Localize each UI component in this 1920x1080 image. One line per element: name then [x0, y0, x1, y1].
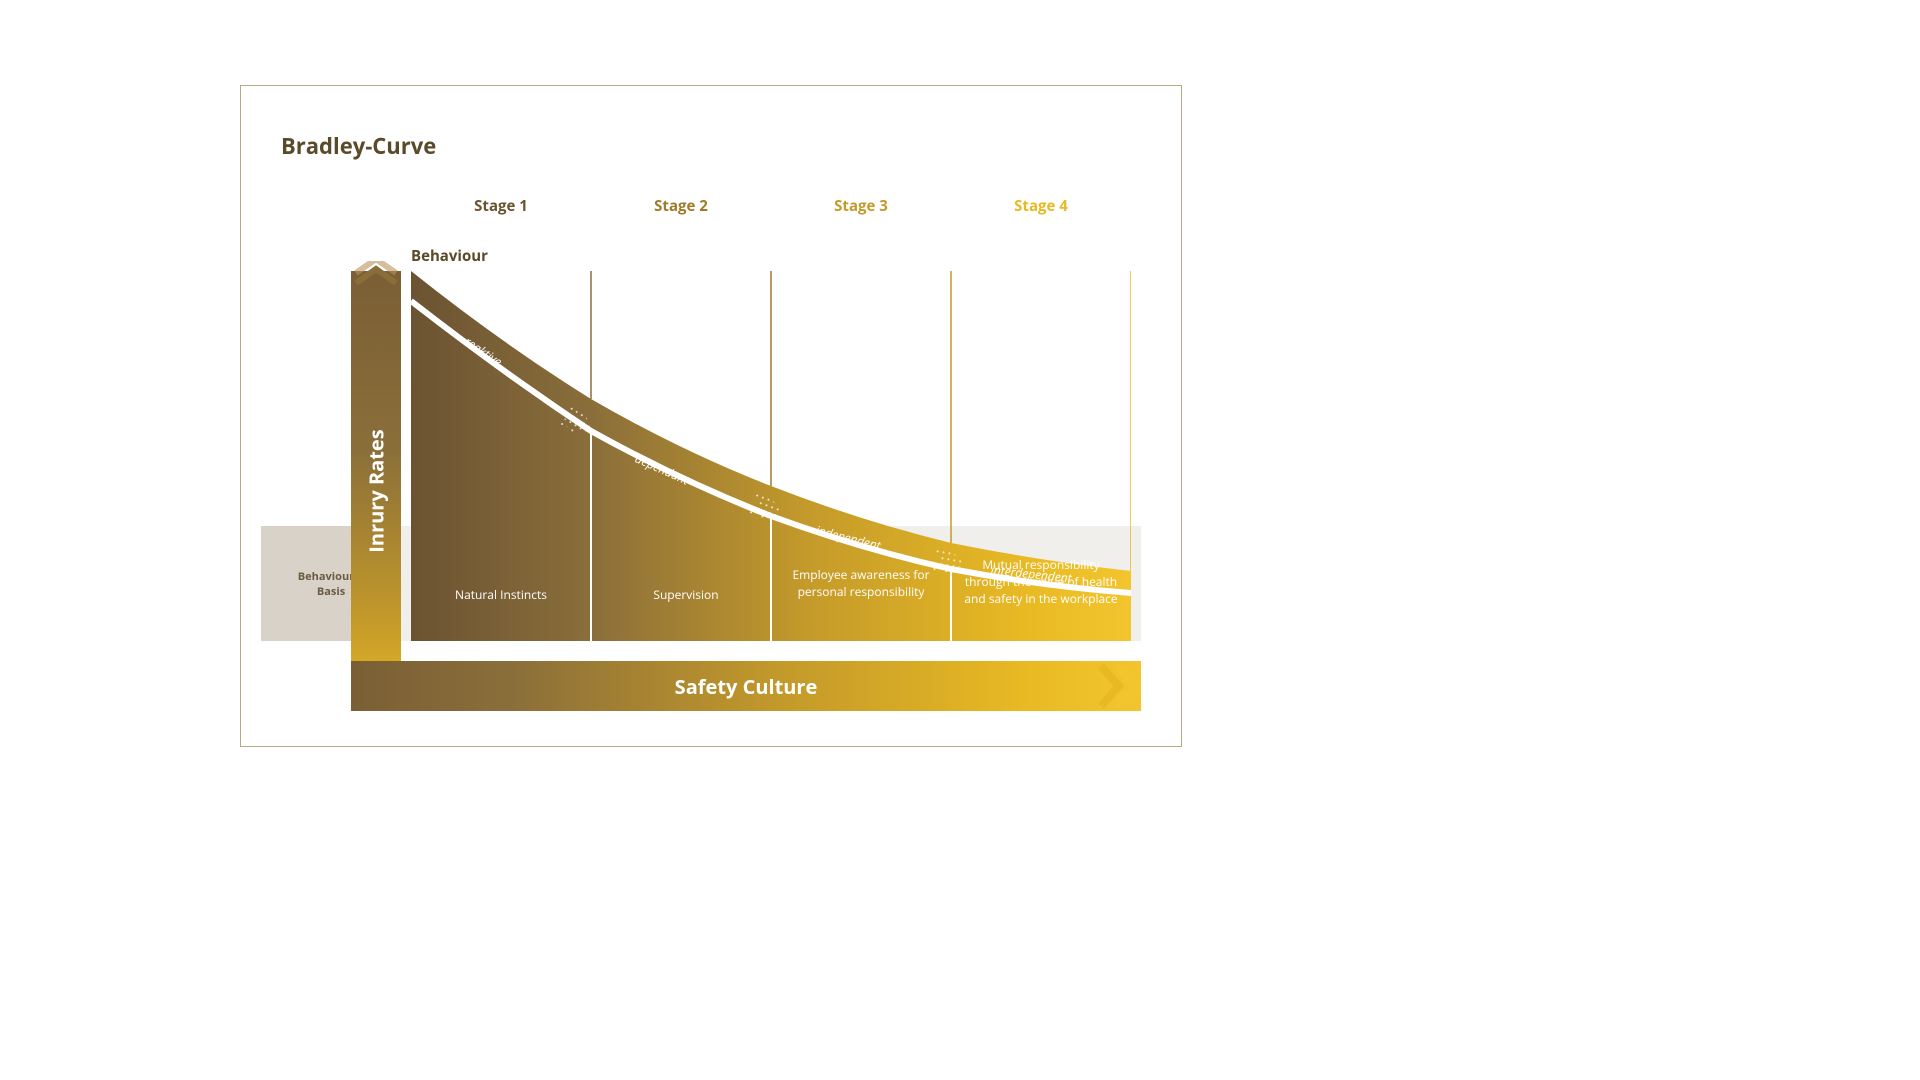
stage-description-1: Natural Instincts: [421, 586, 581, 603]
x-axis-bar: Safety Culture: [351, 661, 1141, 711]
x-axis-arrow-icon: [1099, 661, 1144, 711]
x-axis-label: Safety Culture: [675, 673, 818, 700]
stage-label-4: Stage 4: [951, 196, 1131, 216]
behaviour-label: Behaviour: [411, 246, 488, 266]
y-axis-label: Inrury Rates: [363, 429, 390, 552]
diagram-frame: Bradley-Curve Stage 1 Stage 2 Stage 3 St…: [240, 85, 1182, 747]
stage-description-2: Supervision: [606, 586, 766, 603]
stage-description-4: Mutual responsibility through the value …: [961, 556, 1121, 607]
stage-label-3: Stage 3: [771, 196, 951, 216]
stage-label-2: Stage 2: [591, 196, 771, 216]
y-axis-arrow-icon: [351, 261, 401, 286]
diagram-title: Bradley-Curve: [281, 131, 436, 161]
y-axis-bar: Inrury Rates: [351, 271, 401, 711]
stage-label-1: Stage 1: [411, 196, 591, 216]
stage-description-3: Employee awareness for personal responsi…: [781, 566, 941, 600]
